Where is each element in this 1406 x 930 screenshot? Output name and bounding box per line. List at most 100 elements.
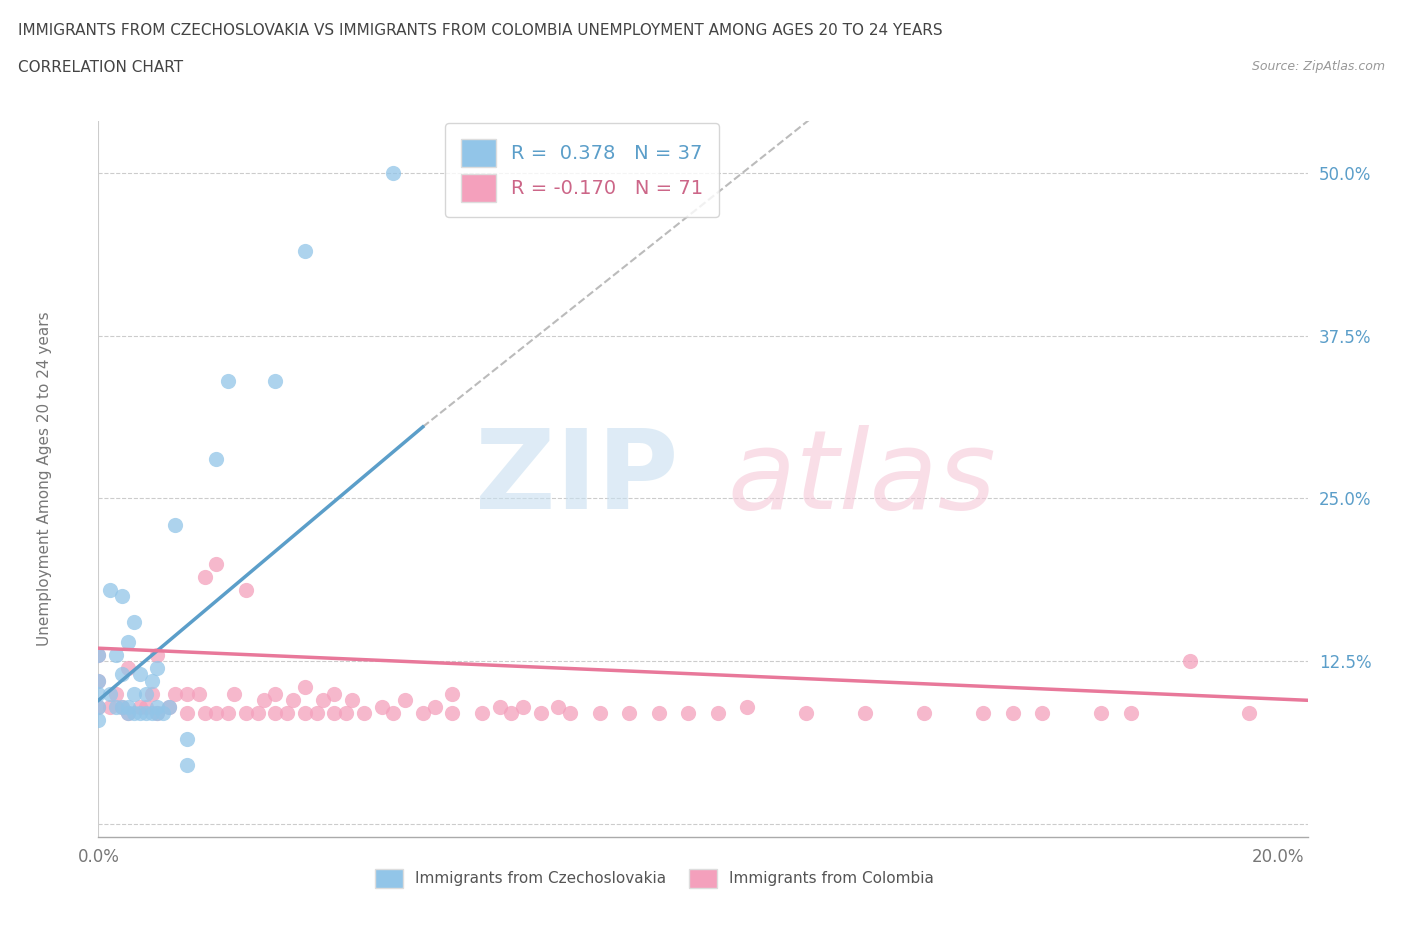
Point [117,706,139,721]
Point [560,706,582,721]
Point [165,686,187,701]
Point [706,706,728,721]
Point [157,699,180,714]
Point [305,706,328,721]
Point [264,374,287,389]
Point [1001,706,1024,721]
Point [176,686,198,701]
Point [146,706,169,721]
Point [176,758,198,773]
Point [912,706,935,721]
Point [394,693,416,708]
Point [471,706,494,721]
Point [294,680,316,695]
Text: atlas: atlas [727,425,995,533]
Point [87,673,110,688]
Point [146,706,169,721]
Point [105,647,128,662]
Point [589,706,612,721]
Point [111,699,134,714]
Point [157,699,180,714]
Point [87,673,110,688]
Point [217,706,239,721]
Point [98,582,121,597]
Point [111,699,134,714]
Point [276,706,298,721]
Point [222,686,245,701]
Point [111,667,134,682]
Point [117,660,139,675]
Point [530,706,553,721]
Point [194,569,217,584]
Point [235,706,257,721]
Point [382,706,405,721]
Point [117,706,139,721]
Point [972,706,994,721]
Point [294,706,316,721]
Point [794,706,817,721]
Point [117,699,139,714]
Point [294,244,316,259]
Point [122,615,145,630]
Point [246,706,269,721]
Point [135,699,157,714]
Point [205,706,228,721]
Point [1119,706,1142,721]
Point [146,699,169,714]
Point [87,647,110,662]
Point [87,686,110,701]
Point [141,673,163,688]
Text: Source: ZipAtlas.com: Source: ZipAtlas.com [1251,60,1385,73]
Point [165,517,187,532]
Point [264,686,287,701]
Text: Unemployment Among Ages 20 to 24 years: Unemployment Among Ages 20 to 24 years [37,312,52,646]
Point [252,693,274,708]
Point [87,712,110,727]
Point [678,706,700,721]
Point [264,706,287,721]
Point [512,699,534,714]
Point [323,706,346,721]
Point [1178,654,1201,669]
Point [1090,706,1112,721]
Point [122,686,145,701]
Point [735,699,758,714]
Text: CORRELATION CHART: CORRELATION CHART [18,60,183,75]
Point [135,686,157,701]
Point [87,647,110,662]
Point [547,699,569,714]
Point [619,706,641,721]
Point [1237,706,1260,721]
Point [128,699,150,714]
Text: IMMIGRANTS FROM CZECHOSLOVAKIA VS IMMIGRANTS FROM COLOMBIA UNEMPLOYMENT AMONG AG: IMMIGRANTS FROM CZECHOSLOVAKIA VS IMMIGR… [18,23,943,38]
Point [98,686,121,701]
Point [501,706,523,721]
Point [98,699,121,714]
Point [441,706,464,721]
Point [128,667,150,682]
Point [176,732,198,747]
Point [423,699,446,714]
Point [1031,706,1053,721]
Text: ZIP: ZIP [475,425,679,533]
Point [105,699,128,714]
Point [648,706,671,721]
Point [441,686,464,701]
Point [382,166,405,180]
Point [111,589,134,604]
Point [146,647,169,662]
Point [340,693,363,708]
Point [281,693,304,708]
Point [311,693,333,708]
Point [176,706,198,721]
Legend: Immigrants from Czechoslovakia, Immigrants from Colombia: Immigrants from Czechoslovakia, Immigran… [370,863,941,894]
Point [87,699,110,714]
Point [194,706,217,721]
Point [141,706,163,721]
Point [235,582,257,597]
Point [353,706,375,721]
Point [323,686,346,701]
Point [105,686,128,701]
Point [205,452,228,467]
Point [117,634,139,649]
